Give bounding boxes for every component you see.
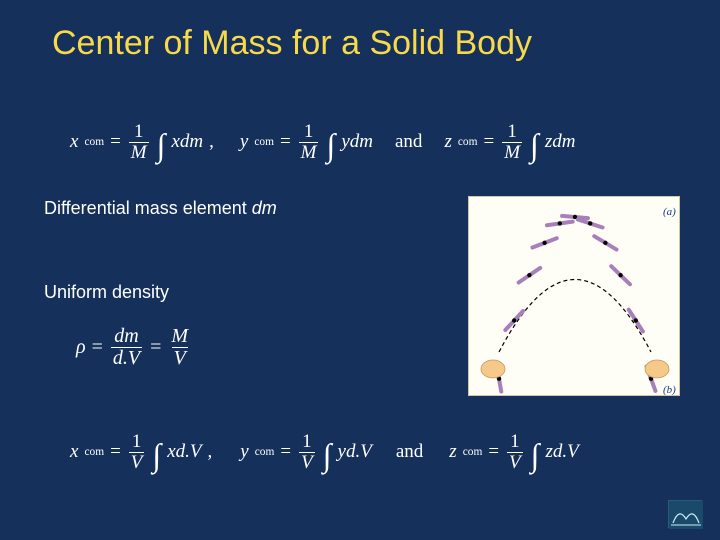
figure-label-a: (a)	[663, 206, 676, 218]
equation-com-volume: xcom = 1V ∫xd.V, ycom = 1V ∫yd.V and zco…	[70, 432, 579, 473]
label-uniform-density: Uniform density	[44, 282, 169, 303]
figure-label-b: (b)	[663, 384, 676, 396]
equation-com-mass: xcom = 1M ∫xdm, ycom = 1M ∫ydm and zcom …	[70, 122, 576, 163]
figure-baton-toss: (a) (b)	[468, 196, 680, 396]
corner-logo	[668, 500, 702, 528]
equation-density: ρ = dmd.V = MV	[76, 326, 192, 369]
slide-title: Center of Mass for a Solid Body	[0, 0, 720, 63]
label-diff-mass: Differential mass element dm	[44, 198, 277, 219]
